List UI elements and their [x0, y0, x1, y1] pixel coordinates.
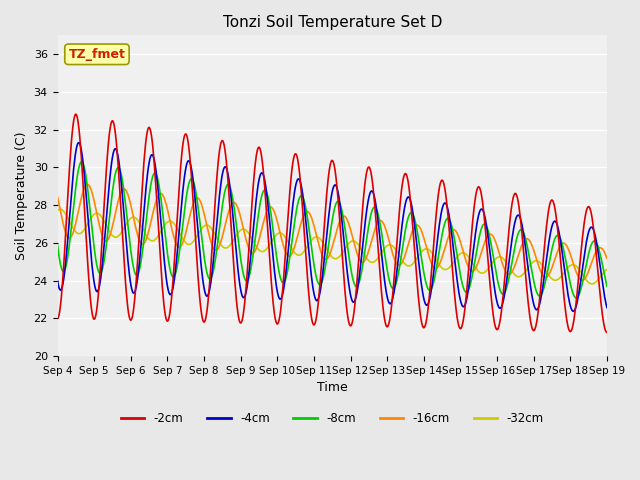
- Title: Tonzi Soil Temperature Set D: Tonzi Soil Temperature Set D: [223, 15, 442, 30]
- Text: TZ_fmet: TZ_fmet: [68, 48, 125, 61]
- Y-axis label: Soil Temperature (C): Soil Temperature (C): [15, 132, 28, 260]
- Legend: -2cm, -4cm, -8cm, -16cm, -32cm: -2cm, -4cm, -8cm, -16cm, -32cm: [116, 407, 548, 430]
- X-axis label: Time: Time: [317, 382, 348, 395]
